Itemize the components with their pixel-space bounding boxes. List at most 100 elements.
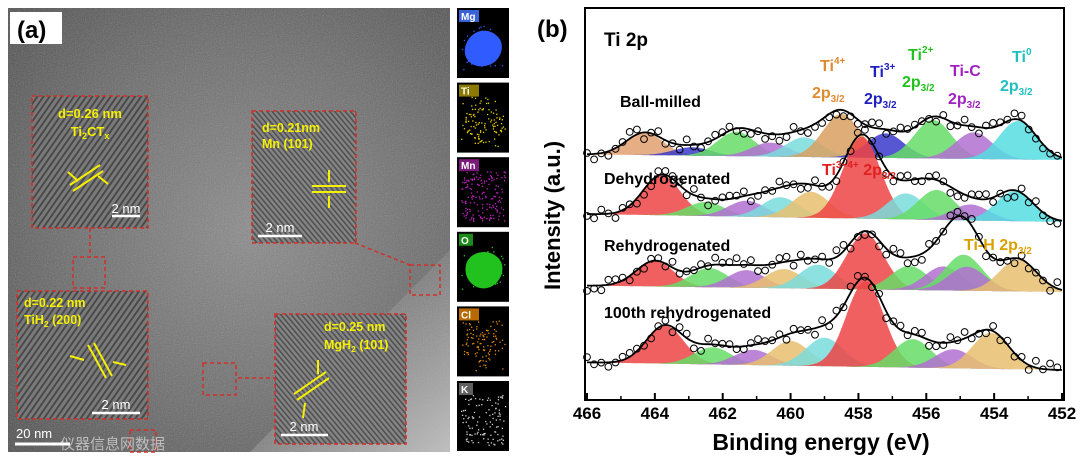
eds-pixel bbox=[479, 360, 481, 362]
eds-pixel bbox=[495, 426, 498, 428]
data-point bbox=[818, 316, 826, 325]
data-point bbox=[804, 256, 812, 265]
data-point bbox=[1039, 211, 1047, 220]
data-point bbox=[1053, 278, 1062, 287]
eds-pixel bbox=[486, 399, 489, 401]
eds-pixel bbox=[501, 272, 503, 274]
data-point bbox=[804, 183, 812, 192]
eds-pixel bbox=[482, 356, 484, 358]
eds-pixel bbox=[490, 176, 493, 178]
eds-pixel bbox=[496, 113, 498, 115]
eds-pixel bbox=[482, 212, 484, 214]
eds-pixel bbox=[501, 119, 503, 121]
eds-pixel bbox=[473, 113, 475, 116]
data-point bbox=[647, 128, 655, 137]
panel-b-label: (b) bbox=[537, 16, 568, 43]
eds-pixel bbox=[485, 38, 487, 40]
eds-pixel bbox=[493, 341, 495, 343]
eds-pixel bbox=[480, 140, 482, 142]
eds-pixel bbox=[491, 404, 493, 407]
eds-pixel bbox=[471, 195, 474, 197]
eds-pixel bbox=[485, 195, 487, 197]
series-label-dehydrogenated: Dehydrogenated bbox=[604, 171, 730, 188]
data-point bbox=[932, 171, 940, 180]
eds-label-bg bbox=[459, 10, 479, 22]
eds-pixel bbox=[483, 364, 485, 366]
eds-pixel bbox=[476, 328, 478, 330]
eds-pixel bbox=[476, 133, 478, 135]
eds-pixel bbox=[494, 64, 496, 67]
eds-pixel bbox=[482, 434, 484, 436]
data-point bbox=[611, 144, 620, 153]
data-point bbox=[796, 184, 805, 193]
eds-pixel bbox=[487, 442, 489, 444]
inset-tih2-d: d=0.22 nm bbox=[24, 296, 86, 310]
eds-pixel bbox=[481, 65, 483, 67]
data-point bbox=[896, 123, 905, 132]
data-point bbox=[882, 314, 891, 323]
eds-label-bg bbox=[459, 159, 479, 172]
eds-pixel bbox=[477, 184, 479, 186]
eds-pixel bbox=[480, 26, 482, 28]
eds-pixel bbox=[471, 434, 473, 436]
eds-pixel bbox=[496, 323, 498, 325]
data-point bbox=[789, 324, 798, 333]
data-point bbox=[640, 341, 648, 350]
data-point bbox=[597, 286, 606, 295]
xps-plot bbox=[583, 108, 1063, 374]
fit-component bbox=[587, 132, 1062, 160]
eds-pixel bbox=[488, 444, 490, 446]
eds-pixel bbox=[482, 334, 484, 336]
eds-map-k: K bbox=[457, 381, 509, 451]
data-point bbox=[861, 125, 869, 134]
eds-pixel bbox=[489, 349, 492, 351]
data-point bbox=[903, 171, 912, 180]
eds-pixel bbox=[492, 56, 494, 59]
panel-a: (a) d=0.26 nm Ti2CTx 2 nm bbox=[8, 8, 509, 453]
eds-pixel bbox=[469, 398, 472, 401]
data-point bbox=[618, 204, 627, 212]
data-point bbox=[989, 322, 997, 330]
fit-envelope bbox=[587, 276, 1063, 371]
x-tick-label: 456 bbox=[912, 404, 940, 423]
panel-a-label-box bbox=[10, 12, 62, 44]
eds-pixel bbox=[501, 347, 503, 349]
inset-ti2ctx-d: d=0.26 nm bbox=[58, 106, 122, 121]
eds-pixel bbox=[475, 355, 477, 357]
data-point bbox=[839, 303, 848, 312]
data-point bbox=[868, 137, 876, 145]
eds-pixel bbox=[466, 342, 468, 344]
eds-pixel bbox=[492, 438, 494, 440]
data-point bbox=[768, 336, 777, 345]
eds-pixel bbox=[495, 330, 497, 332]
eds-pixel bbox=[462, 322, 464, 324]
data-point bbox=[754, 127, 762, 136]
eds-pixel bbox=[477, 341, 479, 343]
eds-pixel bbox=[478, 404, 480, 406]
data-point bbox=[732, 254, 741, 263]
data-point bbox=[747, 197, 755, 206]
eds-label: Mg bbox=[461, 12, 475, 23]
eds-pixel bbox=[493, 130, 496, 133]
data-point bbox=[896, 321, 905, 330]
data-point bbox=[889, 244, 898, 253]
eds-pixel bbox=[474, 97, 477, 99]
series-label-rehydrogenated: Rehydrogenated bbox=[604, 238, 730, 255]
eds-pixel bbox=[481, 218, 483, 220]
eds-pixel bbox=[500, 131, 503, 133]
eds-pixel bbox=[477, 345, 479, 348]
eds-pixel bbox=[497, 433, 499, 436]
eds-pixel bbox=[485, 129, 487, 131]
eds-pixel bbox=[473, 195, 475, 197]
data-point bbox=[754, 335, 762, 344]
eds-pixel bbox=[497, 396, 500, 398]
data-point bbox=[675, 269, 684, 278]
eds-pixel bbox=[501, 127, 503, 129]
eds-pixel bbox=[487, 102, 490, 104]
eds-pixel bbox=[490, 434, 492, 436]
eds-pixel bbox=[482, 50, 484, 52]
eds-pixel bbox=[484, 333, 486, 335]
data-point bbox=[789, 180, 798, 189]
eds-pixel bbox=[476, 346, 478, 348]
data-point bbox=[668, 328, 677, 337]
